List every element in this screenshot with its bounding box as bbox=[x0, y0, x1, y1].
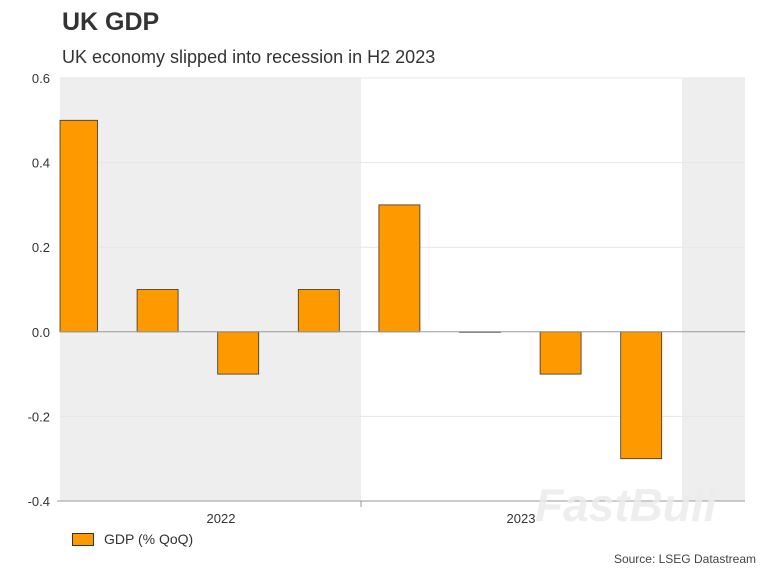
y-tick-label: -0.4 bbox=[28, 494, 50, 509]
bar-q4-2022 bbox=[297, 289, 340, 333]
year-band-2024 bbox=[682, 78, 745, 501]
legend-label: GDP (% QoQ) bbox=[104, 531, 194, 547]
y-tick-label: -0.2 bbox=[28, 409, 50, 424]
x-tick-label: 2023 bbox=[507, 511, 536, 526]
bar-q1-2022 bbox=[59, 119, 98, 333]
legend[interactable]: GDP (% QoQ) bbox=[72, 531, 193, 547]
bar-q3-2022 bbox=[217, 331, 260, 375]
y-tick-label: 0.2 bbox=[32, 240, 50, 255]
y-tick-label: 0.4 bbox=[32, 156, 50, 171]
source-note: Source: LSEG Datastream bbox=[613, 552, 756, 566]
bar-q2-2022 bbox=[136, 289, 179, 333]
watermark-logo: FastBull bbox=[535, 479, 717, 531]
y-tick-label: 0.0 bbox=[32, 325, 50, 340]
bar-q1-2023 bbox=[378, 204, 421, 333]
x-tick-label: 2022 bbox=[207, 511, 236, 526]
bar-q3-2023 bbox=[539, 331, 582, 375]
legend-swatch bbox=[72, 532, 94, 546]
chart-title: UK GDP bbox=[62, 8, 160, 36]
chart-subtitle: UK economy slipped into recession in H2 … bbox=[62, 47, 436, 67]
bar-q4-2023 bbox=[620, 331, 663, 460]
y-tick-label: 0.6 bbox=[32, 71, 50, 86]
